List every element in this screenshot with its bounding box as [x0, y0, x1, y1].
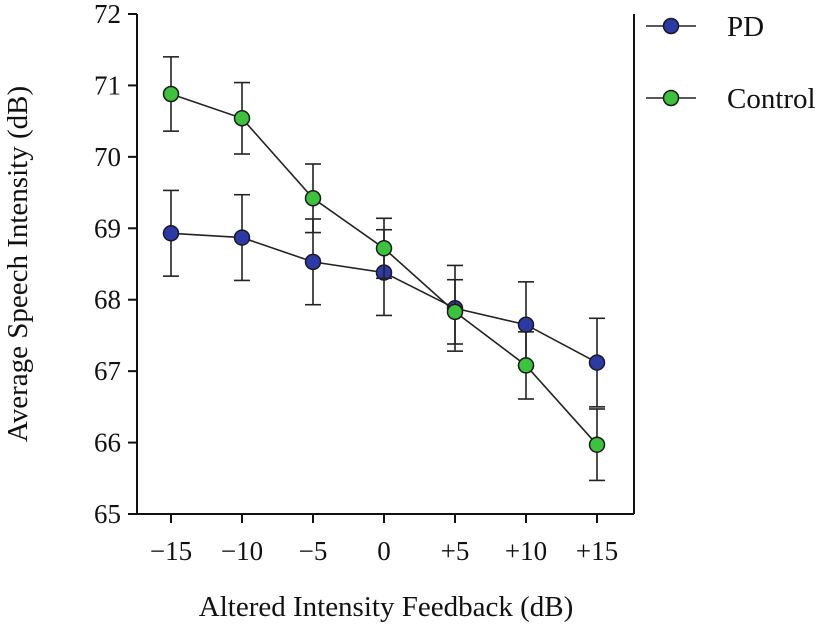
y-tick-label: 66: [94, 428, 121, 458]
data-point: [375, 240, 393, 257]
legend-marker: [662, 17, 680, 35]
y-tick-label: 67: [94, 356, 121, 386]
x-tick-label: −15: [150, 536, 192, 566]
data-point: [517, 357, 535, 374]
x-axis-title: Altered Intensity Feedback (dB): [199, 591, 573, 623]
x-tick-label: +5: [441, 536, 470, 566]
y-tick-label: 65: [94, 499, 121, 529]
data-point: [233, 110, 251, 127]
y-tick-label: 69: [94, 213, 121, 243]
y-tick-label: 68: [94, 285, 121, 315]
data-point: [588, 436, 606, 453]
axes: [136, 14, 635, 515]
legend-marker: [662, 89, 680, 107]
series-control: [162, 56, 606, 482]
x-tick-label: −10: [221, 536, 263, 566]
x-tick-label: +15: [576, 536, 618, 566]
data-point: [588, 354, 606, 371]
x-tick-label: 0: [377, 536, 391, 566]
legend-label: Control: [727, 83, 816, 115]
data-point: [517, 316, 535, 333]
data-point: [304, 253, 322, 271]
y-tick-label: 70: [94, 142, 121, 172]
data-point: [446, 303, 464, 321]
data-point: [162, 225, 180, 242]
y-axis-title: Average Speech Intensity (dB): [2, 86, 34, 442]
data-point: [304, 190, 322, 207]
legend-label: PD: [727, 11, 764, 43]
x-ticks: −15 −10 −5 0 +5 +10 +15: [150, 514, 618, 566]
y-ticks: 65 66 67 68 69 70 71 72: [94, 0, 137, 529]
legend: PD Control: [646, 11, 816, 115]
legend-item-pd: PD: [646, 11, 764, 43]
legend-item-control: Control: [646, 83, 816, 115]
series-layer: [162, 56, 606, 482]
y-tick-label: 72: [94, 0, 121, 29]
data-point: [233, 229, 251, 246]
data-point: [162, 85, 180, 103]
y-tick-label: 71: [94, 70, 121, 100]
x-tick-label: −5: [299, 536, 328, 566]
x-tick-label: +10: [505, 536, 547, 566]
